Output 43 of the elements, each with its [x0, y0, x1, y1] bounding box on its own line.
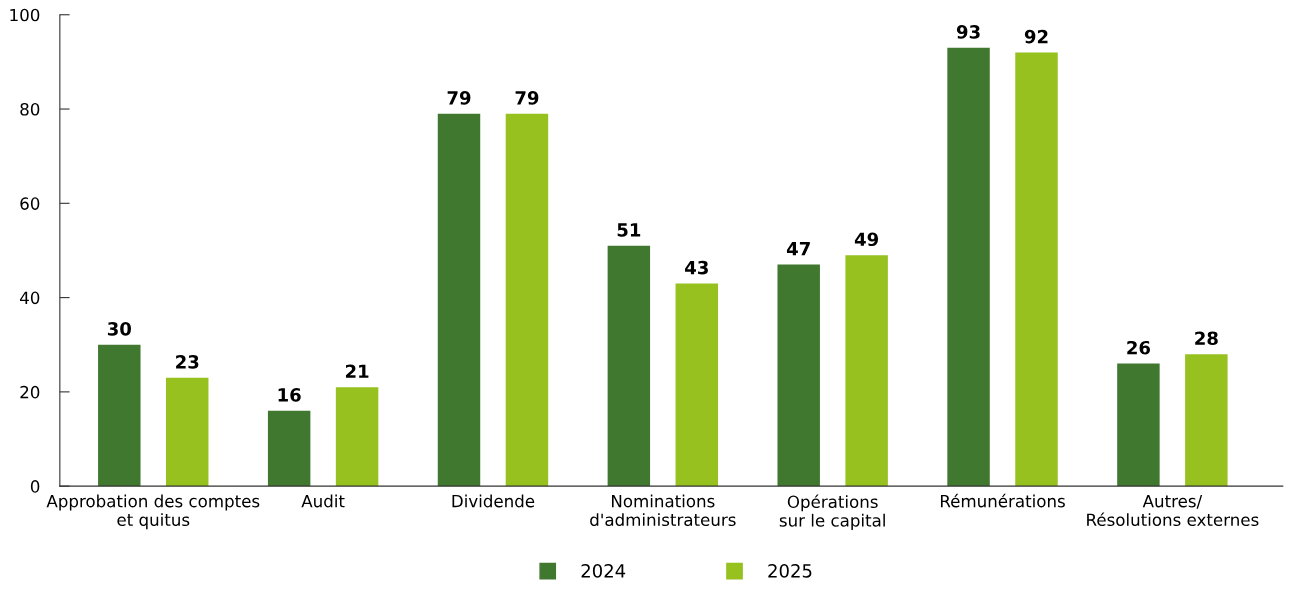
x-tick-label: Autres/ Résolutions externes [1087, 495, 1259, 527]
data-label: 51 [617, 223, 641, 237]
x-tick-label: Dividende [452, 494, 535, 508]
data-label: 30 [107, 322, 131, 336]
data-label: 47 [786, 242, 810, 256]
bar [505, 113, 549, 487]
bar [1117, 363, 1160, 487]
data-label: 16 [278, 388, 301, 402]
data-label: 49 [854, 232, 879, 247]
data-label: 28 [1195, 331, 1218, 346]
bar [98, 344, 141, 487]
data-label: 92 [1024, 29, 1048, 44]
data-label: 26 [1127, 340, 1150, 355]
y-tick-label: 20 [20, 385, 40, 399]
legend-label: 2024 [581, 564, 626, 578]
bar [437, 113, 481, 487]
bar [777, 264, 820, 487]
bar [675, 283, 719, 487]
legend-label: 2025 [768, 564, 812, 578]
bar [607, 245, 651, 487]
bar [267, 410, 311, 487]
bar [335, 387, 379, 487]
y-tick-label: 80 [20, 102, 40, 116]
x-tick-label: Opérations sur le capital [779, 494, 885, 530]
data-label: 79 [515, 91, 539, 105]
data-label: 23 [176, 355, 199, 369]
data-label: 93 [956, 25, 980, 39]
bar [845, 255, 888, 487]
x-tick-label: Approbation des comptes et quitus [46, 494, 260, 530]
y-tick-label: 100 [10, 8, 40, 22]
data-label: 21 [345, 364, 369, 378]
x-tick-label: Rémunérations [940, 493, 1065, 508]
y-tick-label: 60 [20, 197, 40, 210]
data-label: 43 [685, 260, 708, 275]
x-tick-label: Nominations d'administrateurs [590, 494, 736, 527]
bar [1185, 354, 1228, 487]
bar [947, 47, 990, 487]
y-tick-label: 0 [30, 480, 40, 493]
data-label: 79 [447, 91, 471, 105]
bar [166, 377, 209, 487]
bar [1015, 52, 1058, 487]
y-tick-label: 40 [20, 291, 40, 305]
x-tick-label: Audit [301, 494, 345, 508]
